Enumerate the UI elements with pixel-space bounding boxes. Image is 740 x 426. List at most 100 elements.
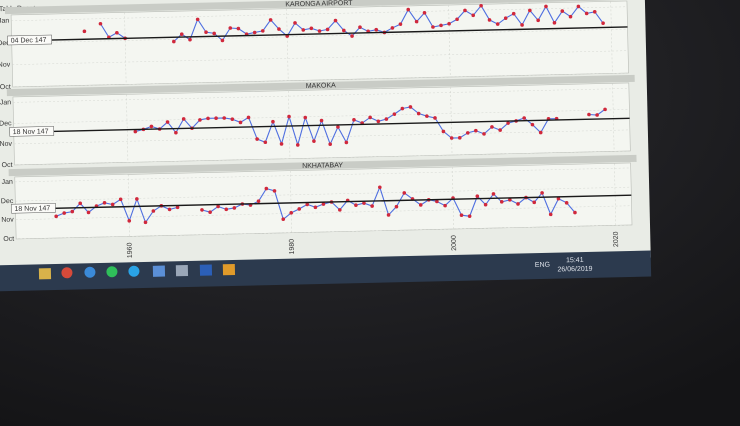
data-point — [236, 26, 241, 31]
data-point — [287, 114, 291, 119]
data-point — [232, 206, 237, 210]
data-point — [495, 22, 500, 26]
chart-panel: NKHATABAY Oct Nov Dec Jan 1960 1980 2000 2020 18 … — [1, 154, 637, 258]
chart-panel: MAKOKA Oct Nov Dec Jan 18 Nov 147 — [0, 74, 635, 169]
clock-date[interactable]: 26/06/2019 — [557, 266, 592, 274]
data-point — [459, 213, 464, 217]
language[interactable]: ENG — [535, 262, 550, 269]
data-point — [471, 13, 476, 18]
data-point — [414, 19, 419, 24]
data-point — [272, 189, 277, 193]
data-point — [439, 23, 443, 28]
data-point — [264, 186, 269, 191]
grid-line — [448, 5, 451, 78]
panel-title: KARONGA AIRPORT — [285, 0, 353, 8]
data-point — [309, 26, 314, 31]
data-point — [206, 116, 210, 121]
data-point — [220, 38, 225, 43]
data-point — [455, 17, 459, 22]
data-point — [181, 117, 186, 121]
icon — [199, 264, 213, 276]
data-point — [260, 29, 265, 33]
data-point — [82, 29, 87, 34]
data-point — [328, 142, 333, 146]
data-point — [384, 117, 389, 121]
grid-line — [286, 8, 289, 81]
y-tick-label: Jan — [2, 179, 14, 186]
data-point — [336, 125, 340, 129]
data-point — [321, 202, 326, 206]
data-point — [263, 140, 268, 145]
data-point — [416, 111, 421, 116]
grid-line — [13, 109, 630, 124]
grid-line — [11, 6, 628, 21]
data-point — [398, 22, 403, 26]
grid-line — [14, 167, 631, 183]
data-point — [370, 204, 374, 208]
grid-line — [124, 12, 127, 85]
panel-title-bar — [6, 74, 635, 97]
data-point — [482, 132, 486, 136]
data-point — [151, 209, 156, 213]
charts: KARONGA AIRPORT Oct Nov Dec Jan 04 Dec 147 MAK… — [0, 0, 637, 258]
data-point — [333, 18, 338, 23]
data-point — [252, 30, 257, 35]
data-point — [98, 21, 103, 26]
data-point — [297, 207, 302, 211]
taskbar-bg — [0, 250, 652, 292]
y-tick-label: Dec — [0, 120, 12, 127]
y-tick-label: Jan — [0, 99, 11, 106]
y-tick-label: Nov — [1, 217, 14, 224]
clock-time[interactable]: 15:41 — [566, 257, 584, 264]
data-point — [528, 8, 532, 13]
data-point — [394, 204, 399, 209]
grid-line — [610, 1, 613, 74]
data-point — [573, 210, 577, 215]
data-point — [378, 185, 382, 190]
data-point — [256, 199, 261, 203]
data-point — [246, 115, 251, 120]
data-point — [447, 21, 451, 26]
data-point — [422, 10, 427, 15]
x-tick-label: 2000 — [451, 235, 458, 251]
data-point — [463, 8, 467, 13]
data-point — [70, 209, 75, 214]
data-point — [319, 118, 324, 123]
grid-line — [12, 50, 629, 65]
data-point — [200, 208, 204, 212]
data-point — [560, 9, 565, 13]
screen: Tables Reset KARONGA AIRPORTOctNovDecJan… — [0, 0, 652, 292]
data-point — [228, 26, 233, 30]
data-point — [595, 113, 599, 117]
data-point — [592, 10, 597, 14]
data-point — [457, 136, 462, 140]
data-point — [352, 118, 356, 122]
data-point — [392, 112, 397, 116]
icon — [175, 265, 189, 277]
data-point — [475, 194, 480, 199]
mean-line — [11, 26, 628, 42]
data-point — [195, 17, 200, 22]
data-point — [133, 129, 138, 134]
data-point — [78, 201, 83, 206]
data-point — [293, 21, 297, 25]
data-point — [358, 25, 362, 30]
data-point — [102, 201, 107, 205]
x-tick-label: 1960 — [127, 242, 134, 258]
icon — [152, 265, 166, 277]
data-point — [281, 217, 286, 222]
data-point — [402, 191, 407, 195]
panel-title: NKHATABAY — [302, 162, 343, 170]
data-point — [325, 27, 330, 32]
grid-line — [126, 94, 129, 163]
data-point — [214, 116, 218, 120]
data-point — [338, 208, 342, 212]
y-tick-label: Nov — [0, 62, 11, 69]
mean-label-box — [9, 126, 55, 137]
grid-line — [612, 83, 615, 152]
data-point — [522, 116, 526, 120]
y-tick-label: Dec — [0, 40, 10, 47]
data-point — [467, 214, 472, 219]
data-point — [198, 118, 202, 122]
